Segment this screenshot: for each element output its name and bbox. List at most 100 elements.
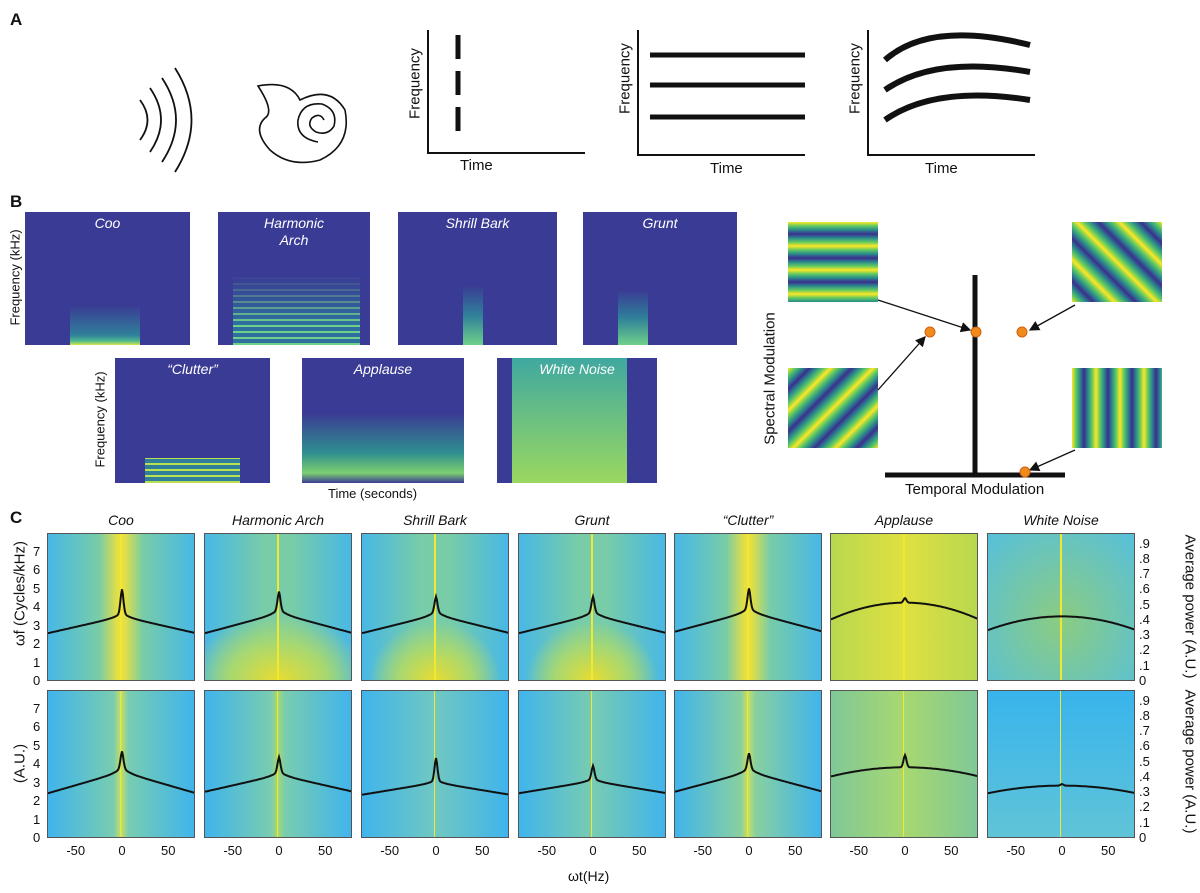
y-tick-right: .5 [1139,596,1150,612]
spectrogram-coo: Coo [25,212,190,345]
subplot-title: White Noise [1023,512,1099,528]
modulation-dot [1019,466,1031,478]
heatmap-bottom-3 [518,690,666,838]
panel-label-a: A [10,10,23,29]
heatmap-bottom-0 [47,690,195,838]
average-power-curve [205,591,351,635]
spectrogram-white-noise: White Noise [497,358,657,483]
average-power-curve [519,592,665,635]
c-xlabel: ωt(Hz) [568,868,610,884]
x-tick: 50 [944,843,959,858]
c-ylabel-top: ωf (Cycles/kHz) [11,540,29,647]
c-ylabel-bottom: (A.U.) [11,743,29,784]
y-tick-left: 1 [33,654,41,670]
y-tick-right: .4 [1139,768,1150,784]
y-tick-right: .3 [1139,784,1150,800]
spectrogram-applause: Applause [302,358,464,483]
x-tick: 0 [901,843,909,858]
heatmap-top-3 [518,533,666,681]
modulation-dot [970,326,982,338]
spectrogram-title: “Clutter” [167,361,218,377]
spectrogram-title: Grunt [642,215,678,231]
zero-frequency-line [1060,534,1062,680]
x-tick: 50 [1101,843,1116,858]
average-power-curve [988,783,1134,795]
spectrogram-title: Shrill Bark [445,215,510,231]
y-tick-right: .4 [1139,611,1150,627]
average-power-curve-svg [675,752,821,793]
heatmap-bottom-5 [830,690,978,838]
plot-a1 [427,30,585,154]
average-power-curve-svg [48,589,194,635]
spectrogram-title: Coo [94,215,121,231]
x-tick: -50 [693,843,713,858]
average-power-curve [675,588,821,633]
x-tick: -50 [849,843,869,858]
y-tick-left: 5 [33,737,41,753]
y-tick-left: 0 [33,673,41,688]
y-tick-left: 5 [33,580,41,596]
average-power-curve-svg [988,783,1134,795]
y-tick-right: .9 [1139,535,1150,551]
x-tick: 50 [161,843,176,858]
heatmap-bottom-1 [204,690,352,838]
c-ylabel-right-top: Average power (A.U.) [1181,534,1199,679]
average-power-curve-svg [48,751,194,795]
x-tick: 0 [432,843,440,858]
heatmap-top-5 [830,533,978,681]
grating-horizontal [788,222,878,302]
grating-diagonal-down [1072,222,1162,302]
average-power-curve [831,752,977,778]
y-tick-right: .6 [1139,738,1150,754]
panel-label-c: C [10,508,23,527]
spectrogram-title: Harmonic Arch [264,215,324,248]
subplot-title: Applause [874,512,934,528]
x-tick: 50 [788,843,803,858]
average-power-curve [519,762,665,795]
heatmap-top-2 [361,533,509,681]
y-tick-left: 6 [33,562,41,577]
average-power-curve-svg [675,588,821,633]
b-ylabel-row2: Frequency (kHz) [92,371,108,468]
panel-label-b: B [10,192,23,211]
zero-frequency-line [903,534,905,680]
a1-ylabel: Frequency [406,48,424,119]
y-tick-right: .2 [1139,642,1150,658]
spectrogram-title: Applause [353,361,413,377]
x-tick: 50 [475,843,490,858]
x-tick: -50 [537,843,557,858]
y-tick-right: .7 [1139,566,1150,582]
subplot-title: Harmonic Arch [231,512,325,528]
heatmap-bottom-2 [361,690,509,838]
average-power-curve-svg [831,752,977,778]
subplot-title: Shrill Bark [403,512,467,528]
average-power-curve-svg [205,753,351,793]
average-power-curve [362,592,508,635]
subplot-title: “Clutter” [722,512,774,528]
y-tick-right: .7 [1139,723,1150,739]
heatmap-top-1 [204,533,352,681]
b-ylabel-row1: Frequency (kHz) [7,229,23,326]
y-tick-left: 4 [33,756,41,771]
x-tick: 0 [118,843,126,858]
y-tick-left: 0 [33,830,41,845]
average-power-curve [362,757,508,796]
panel-a-drawing [139,30,1035,173]
average-power-curve-svg [519,592,665,635]
y-tick-left: 1 [33,811,41,827]
x-tick: 0 [1058,843,1066,858]
modulation-dot [1016,326,1028,338]
y-tick-right: 0 [1139,830,1147,845]
a2-xlabel: Time [710,160,743,177]
y-tick-right: .1 [1139,657,1150,673]
heatmap-top-4 [674,533,822,681]
average-power-curve [48,751,194,795]
spectrogram-grunt: Grunt [583,212,737,345]
y-tick-right: .9 [1139,692,1150,708]
average-power-curve-svg [519,762,665,795]
zero-frequency-line [591,691,592,837]
average-power-curve-svg [205,591,351,635]
heatmap-bottom-6 [987,690,1135,838]
a3-ylabel: Frequency [846,43,864,114]
average-power-curve-svg [362,757,508,796]
